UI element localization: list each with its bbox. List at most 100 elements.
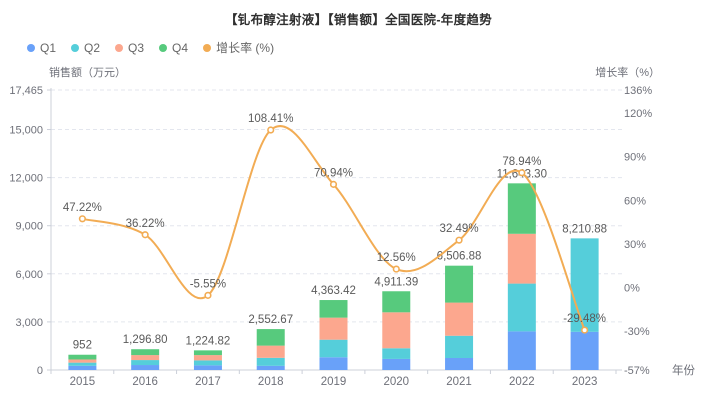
legend-label-q1: Q1 (40, 40, 57, 55)
growth-point-2015[interactable] (78, 215, 86, 223)
legend-item-growth[interactable]: 增长率 (%) (203, 39, 274, 56)
right-axis-tick-label: 136% (624, 85, 652, 97)
growth-point-2021[interactable] (455, 236, 463, 244)
growth-point-2017[interactable] (204, 291, 212, 299)
x-axis-year-label[interactable]: 2019 (321, 376, 347, 388)
chart-title: 【钆布醇注射液】【销售额】全国医院-年度趋势 (224, 13, 492, 27)
bar-segment-q1-2023[interactable] (570, 331, 599, 370)
left-axis-tick-label: 12,000 (9, 173, 43, 185)
bar-segment-q1-2015[interactable] (68, 365, 97, 370)
legend-swatch-q1-icon (27, 43, 35, 52)
x-axis-year-label[interactable]: 2016 (132, 376, 158, 388)
bar-segment-q1-2021[interactable] (445, 357, 474, 370)
bar-segment-q1-2022[interactable] (507, 331, 536, 370)
right-axis-title: 增长率（%） (595, 65, 660, 79)
bar-segment-q1-2017[interactable] (193, 365, 222, 370)
right-axis-tick-label: 120% (624, 108, 652, 120)
bar-segment-q3-2018[interactable] (256, 345, 285, 358)
legend: Q1 Q2 Q3 Q4 增长率 (%) (27, 39, 274, 56)
bar-total-label: 4,363.42 (311, 285, 356, 297)
x-axis-year-label[interactable]: 2020 (383, 376, 409, 388)
right-axis-tick-label: 90% (624, 152, 646, 164)
right-axis-tick-label: -30% (624, 326, 650, 338)
bar-segment-q2-2023[interactable] (570, 238, 599, 332)
growth-point-2023[interactable] (581, 326, 589, 334)
bar-total-label: 1,296.80 (123, 334, 168, 346)
bar-segment-q1-2019[interactable] (319, 357, 348, 370)
right-axis-tick-label: 60% (624, 195, 646, 207)
bar-segment-q2-2016[interactable] (131, 360, 160, 366)
bar-segment-q1-2018[interactable] (256, 365, 285, 370)
right-axis-tick-label: 0% (624, 282, 640, 294)
growth-point-label: 12.56% (377, 252, 416, 264)
x-axis-year-label[interactable]: 2018 (258, 376, 284, 388)
bar-segment-q2-2019[interactable] (319, 339, 348, 358)
growth-point-2019[interactable] (329, 180, 338, 188)
bar-segment-q2-2017[interactable] (193, 360, 222, 366)
legend-label-q3: Q3 (128, 40, 145, 55)
legend-item-q2[interactable]: Q2 (71, 41, 100, 55)
x-axis-year-label[interactable]: 2022 (509, 376, 535, 388)
x-axis-year-label[interactable]: 2015 (70, 376, 96, 388)
bar-segment-q2-2020[interactable] (382, 348, 411, 359)
bar-segment-q4-2020[interactable] (382, 291, 411, 313)
bar-segment-q3-2020[interactable] (382, 312, 411, 349)
bar-segment-q1-2016[interactable] (131, 365, 160, 370)
legend-swatch-q4-icon (159, 43, 168, 52)
bar-segment-q3-2019[interactable] (319, 317, 348, 340)
growth-point-label: 70.94% (314, 167, 353, 179)
bar-segment-q3-2022[interactable] (507, 233, 536, 284)
bar-segment-q4-2018[interactable] (256, 329, 285, 346)
bar-segment-q3-2015[interactable] (68, 359, 97, 363)
growth-point-label: 108.41% (248, 113, 293, 125)
bar-segment-q2-2021[interactable] (445, 335, 474, 358)
bar-segment-q2-2015[interactable] (68, 362, 97, 366)
legend-label-q2: Q2 (84, 40, 101, 55)
bar-segment-q3-2021[interactable] (445, 302, 474, 336)
growth-point-label: 47.22% (63, 202, 102, 214)
x-axis-year-label[interactable]: 2017 (195, 376, 221, 388)
legend-item-q3[interactable]: Q3 (115, 41, 144, 55)
growth-point-label: -29.48% (563, 313, 606, 325)
bar-total-label: 4,911.39 (374, 276, 418, 288)
legend-label-q4: Q4 (172, 40, 189, 55)
x-axis-year-label[interactable]: 2021 (446, 376, 472, 388)
legend-label-growth: 增长率 (%) (216, 41, 275, 55)
growth-point-2016[interactable] (141, 231, 149, 239)
x-axis-year-label[interactable]: 2023 (572, 376, 598, 388)
legend-swatch-q2-icon (71, 43, 80, 52)
left-axis-tick-label: 15,000 (9, 125, 43, 137)
bar-total-label: 952 (73, 340, 92, 352)
bar-segment-q4-2021[interactable] (445, 265, 474, 303)
bar-total-label: 1,224.82 (186, 335, 231, 347)
left-axis-title: 销售额（万元） (49, 65, 126, 79)
growth-point-label: 32.49% (440, 223, 479, 235)
bar-segment-q4-2016[interactable] (131, 349, 160, 356)
bar-segment-q4-2017[interactable] (193, 350, 222, 356)
growth-point-label: 36.22% (126, 218, 165, 230)
bar-segment-q4-2019[interactable] (319, 300, 348, 318)
legend-item-q4[interactable]: Q4 (159, 41, 188, 55)
bar-segment-q2-2022[interactable] (507, 283, 536, 332)
growth-point-2020[interactable] (392, 265, 400, 273)
left-axis-tick-label: 0 (37, 365, 43, 377)
bar-total-label: 2,552.67 (248, 314, 293, 326)
bar-segment-q2-2018[interactable] (256, 357, 285, 366)
legend-swatch-growth-icon (203, 43, 212, 52)
bar-segment-q1-2020[interactable] (382, 358, 411, 370)
left-axis-tick-label: 3,000 (15, 317, 43, 329)
bar-total-label: 6,506.88 (437, 251, 482, 263)
bar-segment-q4-2015[interactable] (68, 354, 97, 360)
bar-segment-q3-2017[interactable] (193, 355, 222, 361)
left-axis-tick-label: 17,465 (9, 85, 43, 97)
growth-point-label: -5.55% (190, 278, 226, 290)
bar-segment-q3-2016[interactable] (131, 355, 160, 361)
left-axis-tick-label: 6,000 (15, 269, 43, 281)
legend-item-q1[interactable]: Q1 (27, 41, 56, 55)
bar-segment-q4-2022[interactable] (507, 183, 536, 234)
growth-point-label: 78.94% (502, 156, 541, 168)
growth-point-2022[interactable] (518, 169, 526, 177)
growth-point-2018[interactable] (267, 126, 275, 134)
